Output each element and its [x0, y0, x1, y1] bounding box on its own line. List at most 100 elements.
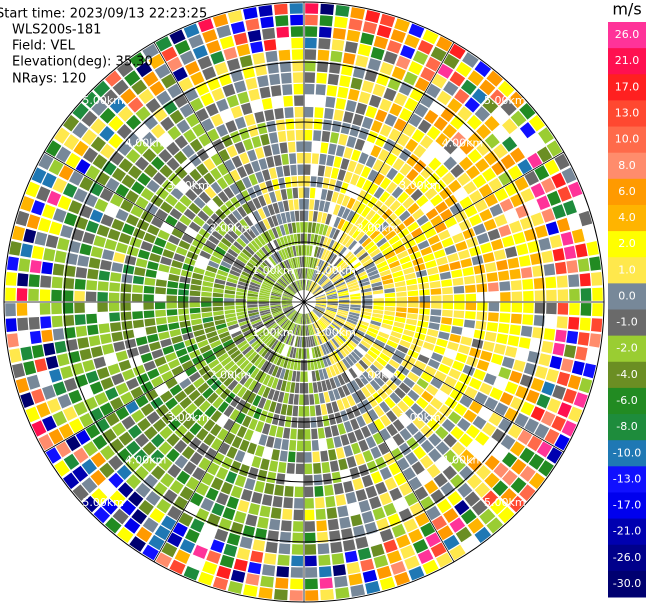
radar-cell: [568, 274, 580, 287]
radar-cell: [370, 145, 382, 158]
radar-cell: [332, 364, 340, 375]
radar-cell: [502, 469, 518, 486]
radar-cell: [269, 73, 281, 86]
radar-cell: [501, 356, 515, 369]
radar-cell: [424, 404, 438, 417]
radar-cell: [281, 319, 290, 329]
radar-cell: [465, 302, 477, 311]
radar-cell: [257, 122, 268, 135]
radar-cell: [329, 460, 340, 472]
radar-cell: [385, 363, 397, 374]
radar-cell: [318, 275, 327, 285]
radar-cell: [297, 325, 301, 336]
radar-cell: [118, 232, 132, 245]
radar-cell: [247, 304, 258, 308]
radar-cell: [250, 281, 261, 288]
radar-cell: [346, 197, 356, 209]
radar-cell: [273, 154, 282, 167]
radar-cell: [224, 302, 235, 306]
radar-cell: [271, 215, 279, 227]
colorbar-segment: [608, 440, 646, 467]
radar-cell: [29, 260, 42, 274]
radar-cell: [254, 271, 265, 279]
radar-cell: [273, 311, 283, 318]
radar-cell: [320, 278, 330, 287]
radar-cell: [376, 356, 388, 367]
radar-cell: [367, 196, 378, 209]
radar-cell: [318, 223, 325, 235]
radar-cell: [31, 388, 45, 404]
radar-cell: [431, 241, 443, 252]
radar-cell: [286, 309, 296, 317]
radar-cell: [158, 264, 170, 273]
radar-cell: [325, 213, 332, 225]
radar-cell: [148, 534, 165, 551]
radar-cell: [301, 348, 304, 359]
radar-cell: [239, 439, 250, 452]
radar-cell: [524, 418, 539, 434]
radar-cell: [308, 281, 313, 291]
radar-cell: [351, 200, 361, 212]
radar-cell: [556, 275, 568, 288]
radar-cell: [145, 491, 161, 506]
radar-cell: [304, 210, 309, 221]
radar-cell: [281, 298, 293, 301]
radar-cell: [301, 245, 304, 256]
radar-cell: [469, 377, 482, 390]
radar-cell: [435, 426, 449, 440]
radar-cell: [530, 212, 544, 227]
radar-cell: [108, 133, 124, 149]
radar-cell: [275, 15, 289, 27]
radar-cell: [411, 129, 425, 143]
radar-cell: [298, 280, 302, 291]
radar-cell: [242, 346, 253, 356]
radar-cell: [442, 294, 454, 302]
radar-cell: [334, 279, 345, 286]
radar-cell: [536, 441, 553, 458]
radar-cell: [404, 324, 416, 332]
radar-cell: [460, 509, 477, 525]
radar-cell: [151, 124, 166, 139]
radar-cell: [130, 386, 144, 399]
radar-cell: [343, 147, 353, 159]
radar-cell: [299, 383, 304, 394]
radar-cell: [290, 578, 303, 590]
radar-cell: [279, 531, 291, 543]
radar-cell: [476, 359, 490, 372]
radar-cell: [336, 285, 348, 291]
radar-cell: [351, 149, 361, 162]
radar-cell: [134, 266, 146, 277]
radar-cell: [102, 428, 117, 443]
radar-cell: [252, 321, 263, 328]
radar-cell: [195, 482, 209, 496]
radar-cell: [369, 273, 380, 281]
radar-cell: [53, 381, 67, 396]
radar-cell: [305, 26, 318, 37]
radar-cell: [272, 496, 283, 508]
radar-cell: [430, 397, 443, 410]
radar-cell: [138, 500, 154, 516]
radar-cell: [412, 174, 426, 188]
radar-cell: [289, 3, 303, 14]
radar-cell: [215, 323, 227, 330]
radar-cell: [343, 445, 353, 457]
radar-cell: [270, 298, 281, 301]
radar-cell: [381, 274, 393, 281]
radar-cell: [300, 313, 303, 325]
radar-cell: [143, 294, 154, 302]
radar-cell: [288, 285, 296, 294]
radar-cell: [57, 195, 72, 211]
radar-cell: [291, 555, 303, 567]
radar-cell: [228, 273, 239, 281]
radar-cell: [275, 367, 283, 378]
radar-cell: [320, 249, 327, 260]
radar-cell: [292, 245, 297, 257]
radar-cell: [196, 442, 209, 456]
radar-cell: [313, 462, 322, 474]
instrument: WLS200s-181: [12, 23, 101, 38]
radar-cell: [436, 256, 448, 266]
radar-cell: [217, 269, 229, 277]
radar-cell: [338, 264, 349, 273]
radar-cell: [331, 120, 342, 133]
radar-cell: [234, 141, 246, 154]
